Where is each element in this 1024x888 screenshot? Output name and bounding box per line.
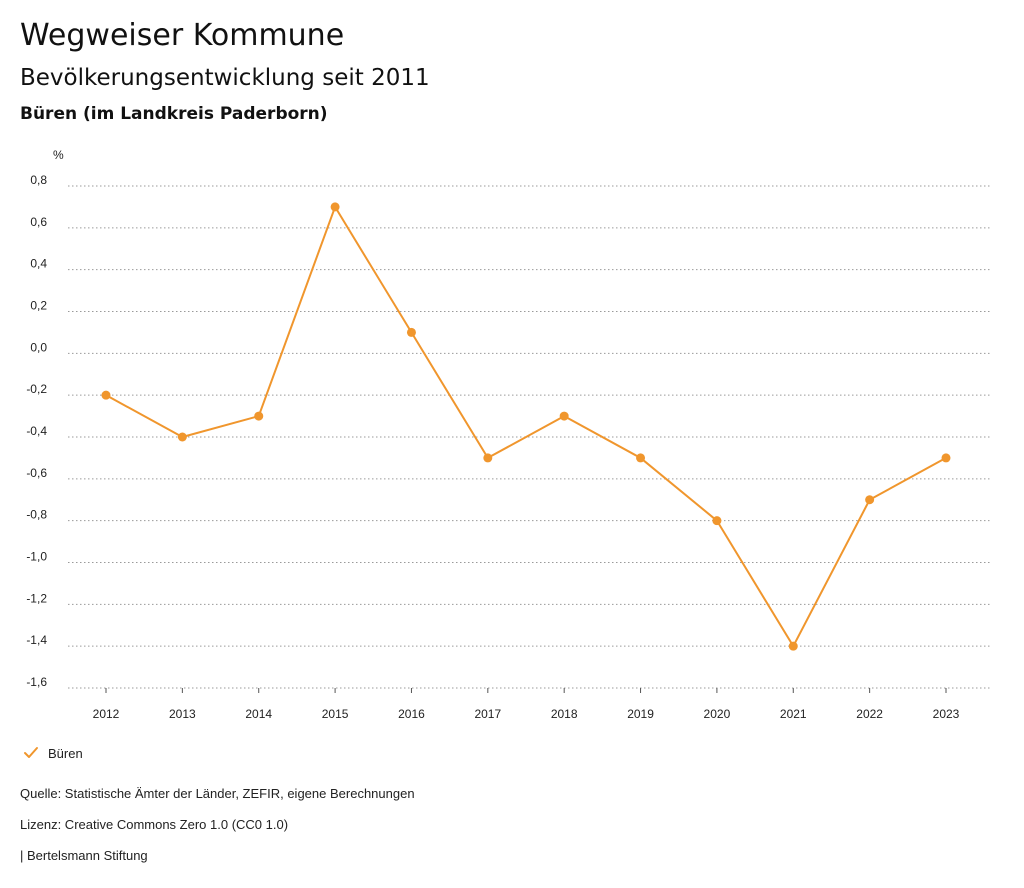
y-tick-label: -1,6: [26, 675, 47, 689]
data-point[interactable]: [101, 390, 111, 400]
data-point[interactable]: [559, 411, 569, 421]
x-tick-label: 2018: [551, 707, 578, 721]
x-tick-label: 2021: [780, 707, 807, 721]
y-tick-label: -0,6: [26, 466, 47, 480]
data-point[interactable]: [712, 516, 722, 526]
series-line: [105, 205, 947, 648]
x-tick-label: 2020: [704, 707, 731, 721]
y-tick-label: -1,2: [26, 591, 47, 605]
data-point[interactable]: [788, 641, 798, 651]
x-tick-label: 2022: [856, 707, 883, 721]
series-layer: [101, 202, 951, 651]
x-axis-ticks: 2012 2013 2014 2015 2016 2017 2018 2019 2020 2021…: [93, 688, 960, 721]
line-chart: % 0,8 0,6 0,4 0,2 0,0 -0,2 -0,4 -0,6 -0,8 -1,0 -1,…: [26, 148, 990, 721]
y-tick-label: -0,4: [26, 424, 47, 438]
data-point[interactable]: [177, 432, 187, 442]
data-point[interactable]: [406, 327, 416, 337]
publisher-note: | Bertelsmann Stiftung: [20, 848, 148, 863]
place-name: Büren (im Landkreis Paderborn): [20, 104, 328, 124]
y-tick-label: 0,4: [30, 257, 47, 271]
y-tick-label: 0,0: [30, 340, 47, 354]
check-icon: [24, 747, 38, 758]
data-point[interactable]: [941, 453, 951, 463]
y-tick-label: 0,8: [30, 173, 47, 187]
y-tick-label: 0,2: [30, 299, 47, 313]
data-point[interactable]: [330, 202, 340, 212]
y-tick-label: -0,8: [26, 508, 47, 522]
legend-label: Büren: [48, 745, 83, 761]
source-note: Quelle: Statistische Ämter der Länder, Z…: [20, 786, 415, 801]
x-tick-label: 2019: [627, 707, 654, 721]
data-point[interactable]: [254, 411, 264, 421]
data-point[interactable]: [865, 495, 875, 505]
data-point[interactable]: [636, 453, 646, 463]
x-tick-label: 2012: [93, 707, 120, 721]
x-tick-label: 2017: [474, 707, 501, 721]
y-tick-label: -0,2: [26, 382, 47, 396]
y-axis-ticks: 0,8 0,6 0,4 0,2 0,0 -0,2 -0,4 -0,6 -0,8 -1,0 -1,2 -…: [26, 173, 47, 689]
data-point[interactable]: [483, 453, 493, 463]
chart-subtitle: Bevölkerungsentwicklung seit 2011: [20, 65, 430, 91]
y-axis-unit-label: %: [53, 148, 64, 162]
x-tick-label: 2013: [169, 707, 196, 721]
x-tick-label: 2016: [398, 707, 425, 721]
y-tick-label: -1,0: [26, 550, 47, 564]
y-tick-label: -1,4: [26, 633, 47, 647]
x-tick-label: 2023: [933, 707, 960, 721]
x-tick-label: 2015: [322, 707, 349, 721]
page-title: Wegweiser Kommune: [20, 18, 345, 53]
grid-layer: [68, 185, 990, 689]
x-tick-label: 2014: [245, 707, 272, 721]
chart-legend[interactable]: Büren: [22, 745, 83, 761]
license-note: Lizenz: Creative Commons Zero 1.0 (CC0 1…: [20, 817, 289, 832]
y-tick-label: 0,6: [30, 215, 47, 229]
